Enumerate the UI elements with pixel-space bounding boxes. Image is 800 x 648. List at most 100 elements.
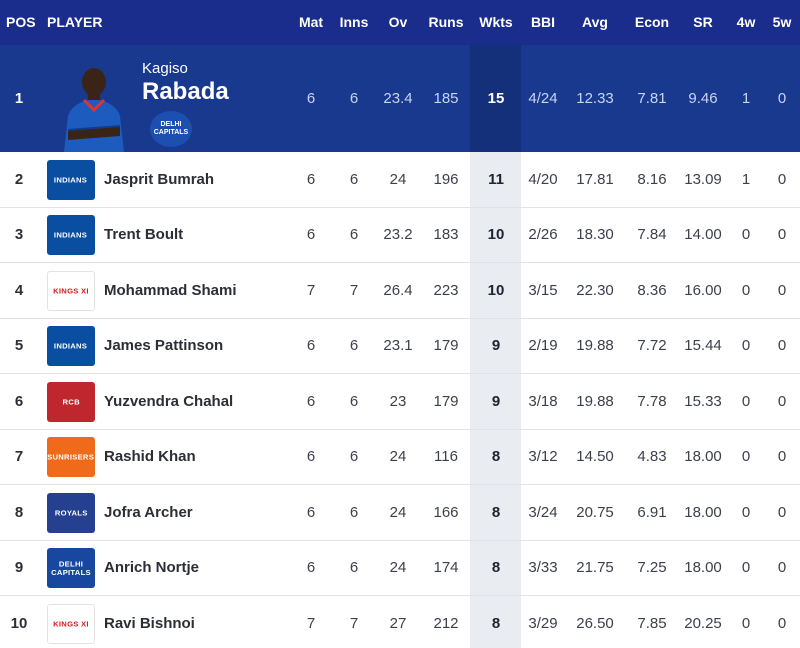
stat-mat: 6 [306,170,316,188]
stat-sr: 18.00 [684,503,722,521]
stat-5w: 0 [777,503,787,521]
col-runs[interactable]: Runs [428,14,464,30]
stat-sr: 15.33 [684,392,722,410]
stat-runs: 179 [433,392,459,410]
stat-bbi: 4/20 [528,170,558,188]
stat-econ: 8.36 [637,281,667,299]
stat-mat: 6 [306,392,316,410]
stat-wkts: 8 [491,614,501,632]
stat-ov: 24 [389,559,407,577]
stat-mat: 6 [306,503,316,521]
wkts-column-highlight [470,318,521,373]
wkts-column-highlight [470,485,521,540]
player-name[interactable]: Mohammad Shami [104,281,237,299]
stat-avg: 20.75 [576,503,614,521]
stat-inns: 6 [349,226,359,244]
player-name[interactable]: Yuzvendra Chahal [104,392,234,410]
player-name[interactable]: James Pattinson [104,337,224,355]
stat-ov: 26.4 [383,281,413,299]
stat-sr: 16.00 [684,281,722,299]
stat-econ: 4.83 [637,448,667,466]
player-name[interactable]: Trent Boult [104,226,184,244]
col-wkts[interactable]: Wkts [479,14,513,30]
team-logo-kxip: KINGS XI [47,270,95,311]
wkts-column-highlight [470,263,521,318]
col-inns[interactable]: Inns [339,14,369,30]
team-logo-mi: INDIANS [47,159,95,200]
table-row[interactable]: 2 INDIANS Jasprit Bumrah 6 6 24 196 11 4/20 17.81… [0,152,800,208]
col-ov[interactable]: Ov [388,14,408,30]
col-mat[interactable]: Mat [298,14,324,30]
stat-avg: 22.30 [576,281,614,299]
stat-sr: 18.00 [684,559,722,577]
col-pos[interactable]: POS [6,14,36,30]
stat-wkts: 8 [491,559,501,577]
col-econ[interactable]: Econ [634,14,670,30]
stat-sr: 14.00 [684,226,722,244]
stat-inns: 6 [349,448,359,466]
table-row[interactable]: 8 ROYALS Jofra Archer 6 6 24 166 8 3/24 20.75 6.91… [0,485,800,541]
player-last-name[interactable]: Rabada [142,78,229,105]
player-name[interactable]: Anrich Nortje [104,559,200,577]
stat-ov: 23.2 [383,226,413,244]
stat-wkts: 8 [491,448,501,466]
stat-econ: 7.72 [637,337,667,355]
player-name[interactable]: Jasprit Bumrah [104,170,215,188]
stat-5w: 0 [777,559,787,577]
table-row[interactable]: 4 KINGS XI Mohammad Shami 7 7 26.4 223 10 3/15 22… [0,263,800,319]
col-4w[interactable]: 4w [736,14,756,30]
stat-4w: 1 [741,170,751,188]
player-name[interactable]: Rashid Khan [104,448,196,466]
stat-avg: 21.75 [576,559,614,577]
stat-mat: 7 [306,281,316,299]
table-row[interactable]: 5 INDIANS James Pattinson 6 6 23.1 179 9 2/19 19.… [0,318,800,374]
stat-bbi: 3/12 [528,448,558,466]
featured-player-row[interactable]: 1 Kagiso Rabada DELHI CAPITALS 6 6 23.4 … [0,45,800,152]
stat-runs: 196 [433,170,459,188]
team-logo-mi: INDIANS [47,326,95,367]
table-row[interactable]: 6 RCB Yuzvendra Chahal 6 6 23 179 9 3/18 19.88 7.7… [0,374,800,430]
col-sr[interactable]: SR [693,14,713,30]
stat-4w: 0 [741,448,751,466]
stat-ov: 23.1 [383,337,413,355]
player-name[interactable]: Jofra Archer [104,503,193,521]
col-bbi[interactable]: BBI [530,14,556,30]
stat-sr: 15.44 [684,337,722,355]
col-5w[interactable]: 5w [772,14,792,30]
stat-bbi: 3/33 [528,559,558,577]
team-logo-mi: INDIANS [47,215,95,256]
row-pos: 6 [14,392,24,410]
player-first-name: Kagiso [142,60,188,77]
stat-5w: 0 [777,90,787,107]
row-pos: 1 [14,90,24,107]
stat-mat: 7 [306,614,316,632]
table-row[interactable]: 10 KINGS XI Ravi Bishnoi 7 7 27 212 8 3/29 26.50 7… [0,596,800,648]
stat-5w: 0 [777,337,787,355]
stat-mat: 6 [306,559,316,577]
row-pos: 9 [14,559,24,577]
stat-runs: 183 [433,226,459,244]
table-header: POS PLAYER Mat Inns Ov Runs Wkts BBI Avg… [0,0,800,45]
wkts-column-highlight [470,374,521,429]
col-avg[interactable]: Avg [582,14,608,30]
col-player[interactable]: PLAYER [47,14,103,30]
stat-runs: 212 [433,614,459,632]
stat-avg: 19.88 [576,392,614,410]
table-row[interactable]: 3 INDIANS Trent Boult 6 6 23.2 183 10 2/26 18.30 7… [0,207,800,263]
row-pos: 7 [14,448,24,466]
stat-avg: 18.30 [576,226,614,244]
stat-ov: 23 [389,392,407,410]
stat-inns: 6 [349,559,359,577]
table-row[interactable]: 9 DELHI CAPITALS Anrich Nortje 6 6 24 174 8 3/33… [0,540,800,596]
stat-inns: 6 [349,503,359,521]
team-logo-srh: SUNRISERS [47,437,95,478]
stat-sr: 20.25 [684,614,722,632]
table-row[interactable]: 7 SUNRISERS Rashid Khan 6 6 24 116 8 3/12 14.50 4.… [0,429,800,485]
stat-econ: 7.84 [637,226,667,244]
wkts-column-highlight [470,596,521,648]
player-name[interactable]: Ravi Bishnoi [104,614,195,632]
stat-bbi: 4/24 [528,90,558,107]
stat-avg: 14.50 [576,448,614,466]
stat-runs: 174 [433,559,459,577]
